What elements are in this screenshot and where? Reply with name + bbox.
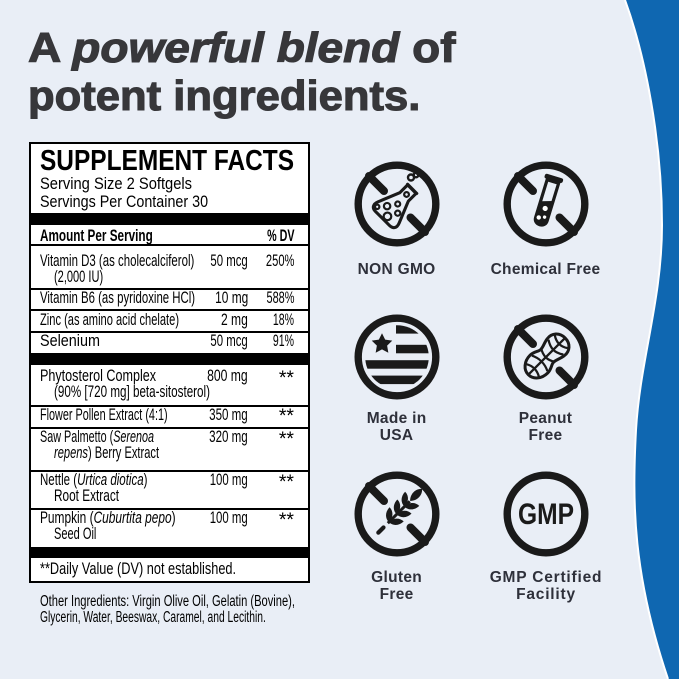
svg-text:GMP: GMP (517, 497, 573, 531)
